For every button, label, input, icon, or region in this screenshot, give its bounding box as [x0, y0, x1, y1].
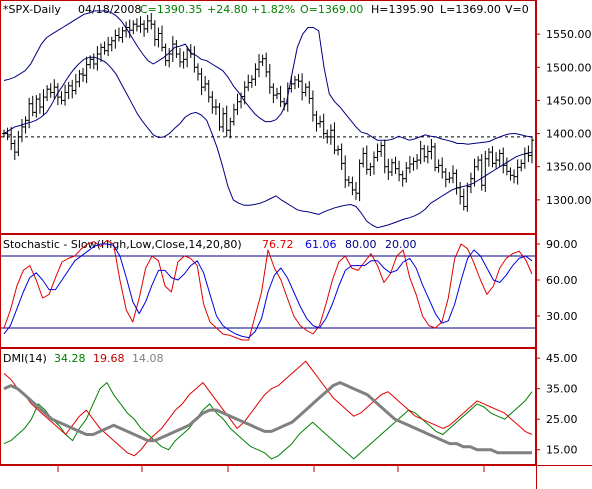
dmi-panel-frame [0, 348, 536, 465]
dmi-plus-readout: 34.28 [54, 352, 86, 365]
price-tick-label: 1500.00 [546, 61, 592, 74]
header-open: O=1369.00 [300, 3, 363, 16]
price-tick-label: 1550.00 [546, 28, 592, 41]
stochastic-title: Stochastic - Slow(High,Low,Close,14,20,8… [3, 238, 242, 251]
stochastic-panel-frame [0, 234, 536, 348]
stochastic-upper-readout: 80.00 [345, 238, 377, 251]
dmi-adx-readout: 14.08 [132, 352, 164, 365]
lower-bollinger-band [3, 56, 533, 229]
header-symbol: *SPX-Daily [3, 3, 61, 16]
header-volume: V=0 [505, 3, 529, 16]
dmi-tick-label: 15.00 [546, 444, 578, 457]
header-date: 04/18/2008 [78, 3, 141, 16]
stochastic-d-readout: 61.06 [305, 238, 337, 251]
price-tick-label: 1400.00 [546, 128, 592, 141]
dmi-tick-label: 45.00 [546, 352, 578, 365]
header-low: L=1369.00 [440, 3, 501, 16]
dmi-minus_di-line [3, 360, 533, 457]
chart-marks: 1550.00 1500.00 1450.00 1400.00 1350.00 1300.… [1, 10, 592, 472]
dmi-plus_di-line [3, 382, 533, 460]
dmi-minus-readout: 19.68 [93, 352, 125, 365]
stochastic-tick-label: 60.00 [546, 274, 578, 287]
price-tick-label: 1450.00 [546, 94, 592, 107]
price-tick-label: 1300.00 [546, 194, 592, 207]
stochastic-d-line [3, 243, 533, 339]
dmi-adx-line [3, 381, 532, 455]
dmi-tick-label: 35.00 [546, 383, 578, 396]
stochastic-k-line [3, 239, 533, 341]
price-tick-label: 1350.00 [546, 161, 592, 174]
header-close: C=1390.35 [140, 3, 202, 16]
header-change: +24.80 [207, 3, 248, 16]
stochastic-lower-readout: 20.00 [385, 238, 417, 251]
header-pct: +1.82% [251, 3, 295, 16]
header-high: H=1395.90 [371, 3, 434, 16]
dmi-title: DMI(14) [3, 352, 47, 365]
stochastic-tick-label: 90.00 [546, 238, 578, 251]
upper-bollinger-band [3, 10, 533, 145]
stochastic-k-readout: 76.72 [262, 238, 294, 251]
price-panel-frame [0, 0, 536, 234]
stochastic-tick-label: 30.00 [546, 310, 578, 323]
dmi-tick-label: 25.00 [546, 413, 578, 426]
